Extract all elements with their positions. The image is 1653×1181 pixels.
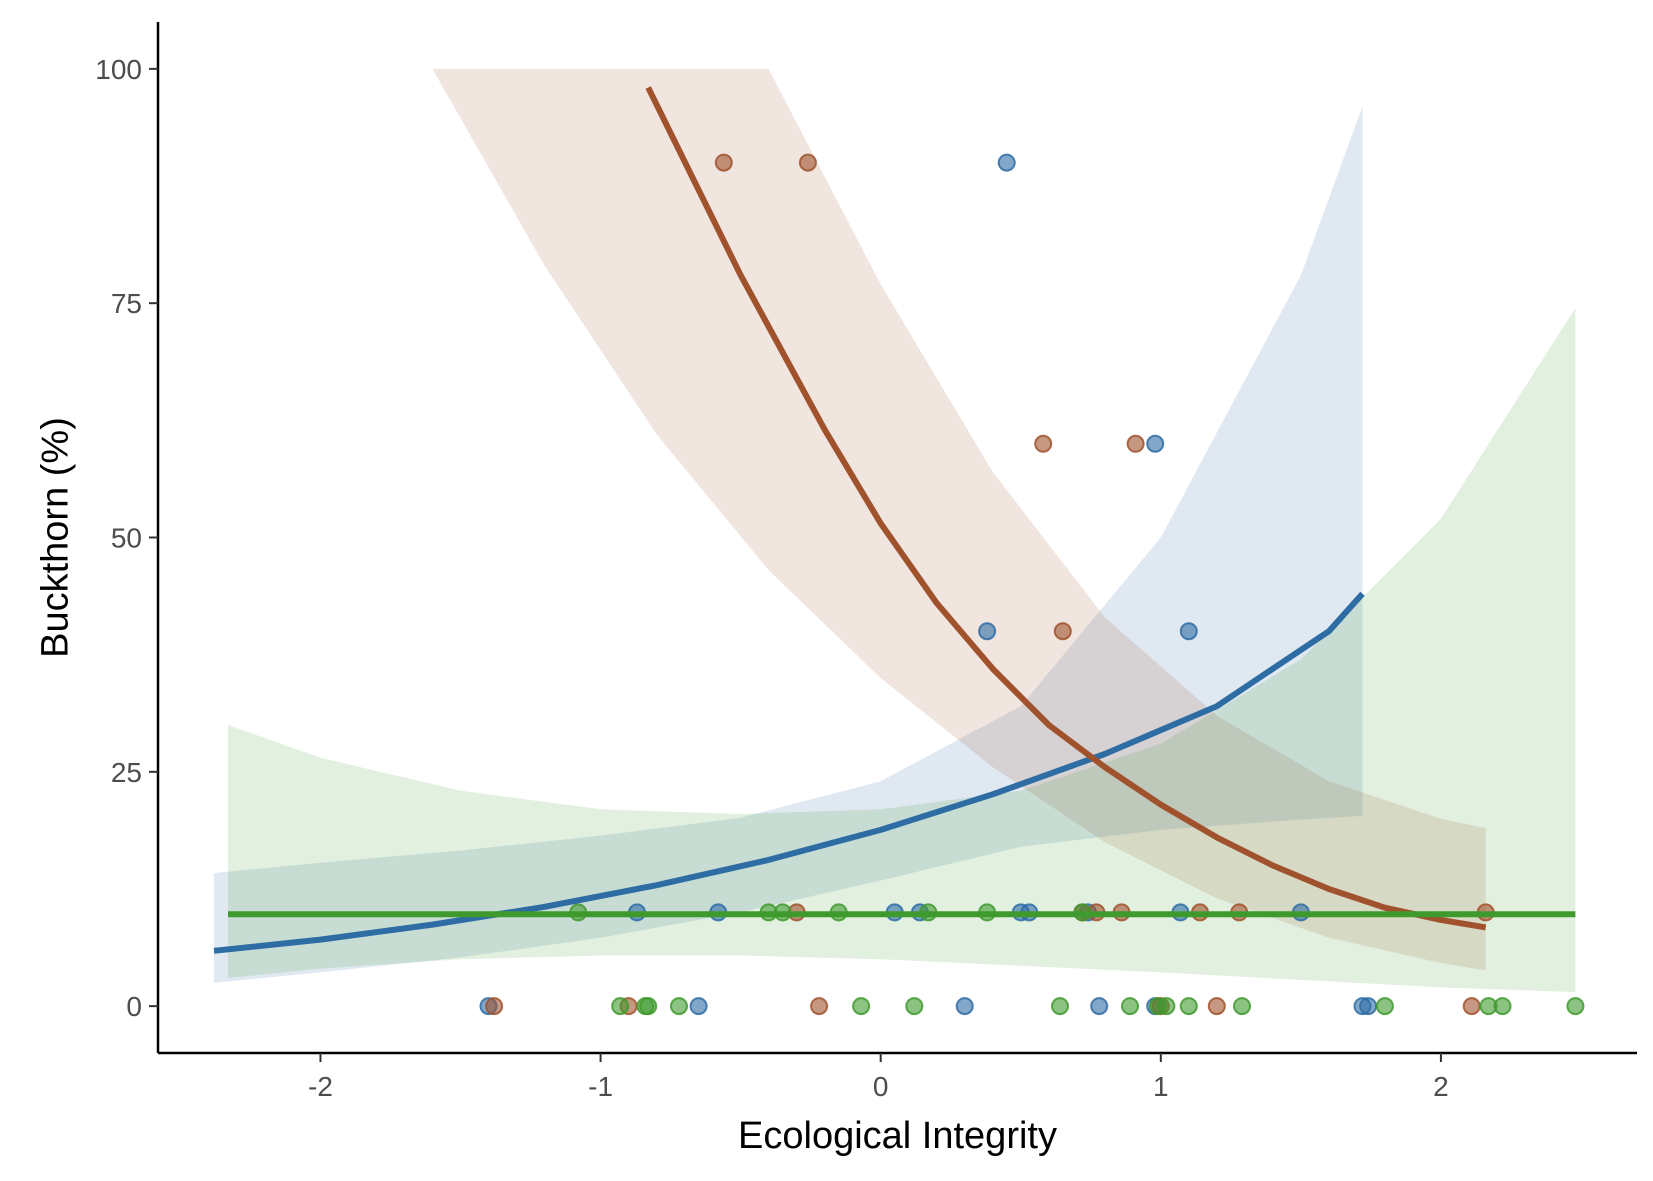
- data-point-3-19: [1233, 997, 1251, 1016]
- x-tick-label: -2: [308, 1071, 333, 1102]
- data-point-1-20: [1359, 997, 1378, 1016]
- data-point-3-23: [1566, 997, 1585, 1016]
- axes: -2 -1 0 1 2 0 25 50 75 100: [95, 22, 1637, 1102]
- y-axis-ticks: 0 25 50 75 100: [95, 54, 158, 1022]
- data-point-1-1: [997, 153, 1016, 172]
- x-tick-label: 0: [873, 1071, 889, 1102]
- y-tick-label: 50: [111, 523, 142, 554]
- data-point-3-10: [639, 997, 658, 1016]
- data-point-3-14: [1051, 997, 1069, 1016]
- fit-line-1: [213, 591, 1365, 954]
- y-tick-label: 100: [95, 54, 142, 85]
- y-axis-title: Buckthorn (%): [34, 417, 76, 658]
- data-point-2-15: [810, 997, 829, 1016]
- y-tick-label: 0: [126, 991, 142, 1022]
- data-point-2-4: [1126, 434, 1145, 453]
- x-tick-label: 1: [1153, 1071, 1169, 1102]
- data-point-3-15: [1121, 997, 1139, 1016]
- data-point-1-16: [955, 997, 974, 1016]
- data-point-3-8: [611, 997, 630, 1016]
- fit-lines: [213, 86, 1576, 954]
- data-point-2-5: [1053, 622, 1072, 641]
- data-point-1-4: [1179, 622, 1198, 641]
- data-point-1-3: [978, 622, 997, 641]
- data-point-3-13: [905, 997, 924, 1016]
- data-point-1-17: [1090, 997, 1109, 1016]
- x-axis-ticks: -2 -1 0 1 2: [308, 1053, 1449, 1102]
- data-point-2-18: [1462, 997, 1481, 1016]
- x-axis-title: Ecological Integrity: [738, 1115, 1057, 1157]
- data-point-1-15: [689, 997, 708, 1016]
- fit-line-2: [645, 86, 1487, 931]
- data-point-1-2: [1146, 434, 1165, 453]
- x-tick-label: 2: [1433, 1071, 1449, 1102]
- y-tick-label: 75: [111, 288, 142, 319]
- data-point-3-17: [1157, 997, 1176, 1016]
- data-point-3-20: [1375, 997, 1394, 1016]
- data-point-3-22: [1493, 997, 1512, 1016]
- confidence-band-3: [228, 307, 1576, 993]
- confidence-band-2: [432, 68, 1486, 971]
- data-point-3-11: [670, 997, 688, 1016]
- data-point-2-1: [714, 153, 733, 172]
- data-point-2-2: [798, 153, 817, 172]
- data-point-3-12: [852, 997, 871, 1016]
- x-tick-label: -1: [588, 1071, 613, 1102]
- data-point-2-3: [1034, 434, 1053, 453]
- data-point-2-13: [485, 997, 504, 1016]
- data-point-2-17: [1207, 997, 1226, 1016]
- data-point-3-18: [1179, 997, 1198, 1016]
- y-tick-label: 25: [111, 757, 142, 788]
